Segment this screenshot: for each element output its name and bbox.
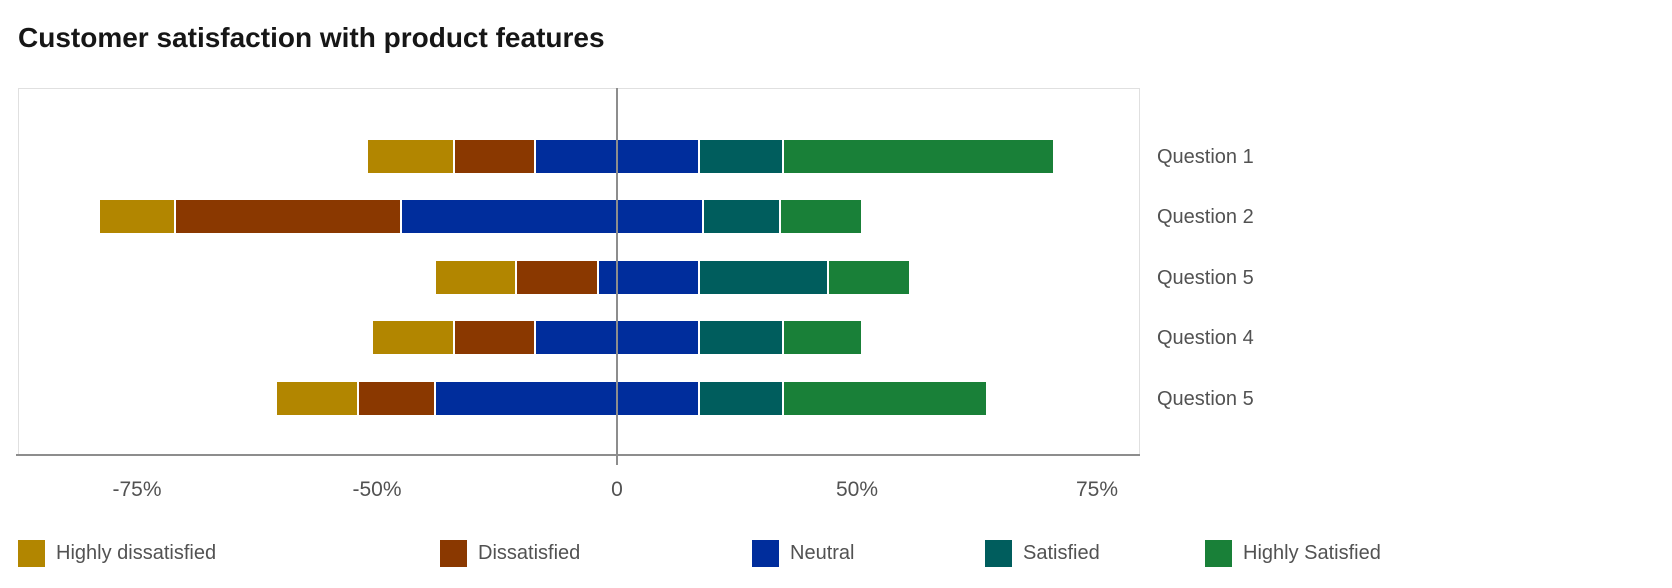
zero-axis-line [616, 88, 618, 465]
bar-segment[interactable] [783, 382, 986, 415]
x-tick-label: -75% [112, 478, 162, 501]
bar-segment[interactable] [517, 261, 597, 294]
x-tick-label: 50% [835, 478, 879, 501]
bar-segment[interactable] [699, 261, 828, 294]
legend-swatch-icon [18, 540, 45, 567]
chart-title: Customer satisfaction with product featu… [18, 22, 605, 53]
bar-segment[interactable] [699, 382, 782, 415]
legend-label: Dissatisfied [478, 542, 581, 564]
legend-label: Neutral [790, 542, 855, 564]
category-label: Question 4 [1157, 326, 1254, 349]
legend-item[interactable]: Highly dissatisfied [18, 540, 216, 567]
bar-segment[interactable] [277, 382, 357, 415]
legend-item[interactable]: Highly Satisfied [1205, 540, 1381, 567]
bar-segment[interactable] [435, 261, 516, 294]
bar-segment[interactable] [598, 261, 698, 294]
x-tick-label: 75% [1075, 478, 1119, 501]
category-label: Question 1 [1157, 145, 1254, 168]
bar-segment[interactable] [402, 200, 703, 233]
x-tick-label: 0 [611, 478, 623, 501]
legend-swatch-icon [1205, 540, 1232, 567]
bar-segment[interactable] [704, 200, 780, 233]
bar-segment[interactable] [99, 200, 175, 233]
legend-item[interactable]: Satisfied [985, 540, 1100, 567]
legend-swatch-icon [752, 540, 779, 567]
legend-label: Highly Satisfied [1243, 542, 1381, 564]
x-axis-line [16, 454, 1140, 456]
bar-segment[interactable] [435, 382, 698, 415]
legend-label: Highly dissatisfied [56, 542, 217, 564]
legend-label: Satisfied [1023, 542, 1100, 564]
legend-swatch-icon [440, 540, 467, 567]
bar-segment[interactable] [783, 321, 861, 354]
bar-segment[interactable] [454, 140, 535, 173]
legend-item[interactable]: Dissatisfied [440, 540, 580, 567]
bar-segment[interactable] [454, 321, 535, 354]
bar-segment[interactable] [699, 321, 782, 354]
bar-segment[interactable] [829, 261, 909, 294]
x-tick-label: -50% [352, 478, 402, 501]
legend-swatch-icon [985, 540, 1012, 567]
bar-segment[interactable] [176, 200, 400, 233]
category-label: Question 2 [1157, 205, 1254, 228]
category-label: Question 5 [1157, 387, 1254, 410]
category-label: Question 5 [1157, 266, 1254, 289]
legend-item[interactable]: Neutral [752, 540, 854, 567]
bar-segment[interactable] [358, 382, 434, 415]
bar-segment[interactable] [368, 140, 453, 173]
bar-segment[interactable] [373, 321, 453, 354]
bar-segment[interactable] [781, 200, 861, 233]
bar-segment[interactable] [699, 140, 782, 173]
bar-segment[interactable] [783, 140, 1053, 173]
